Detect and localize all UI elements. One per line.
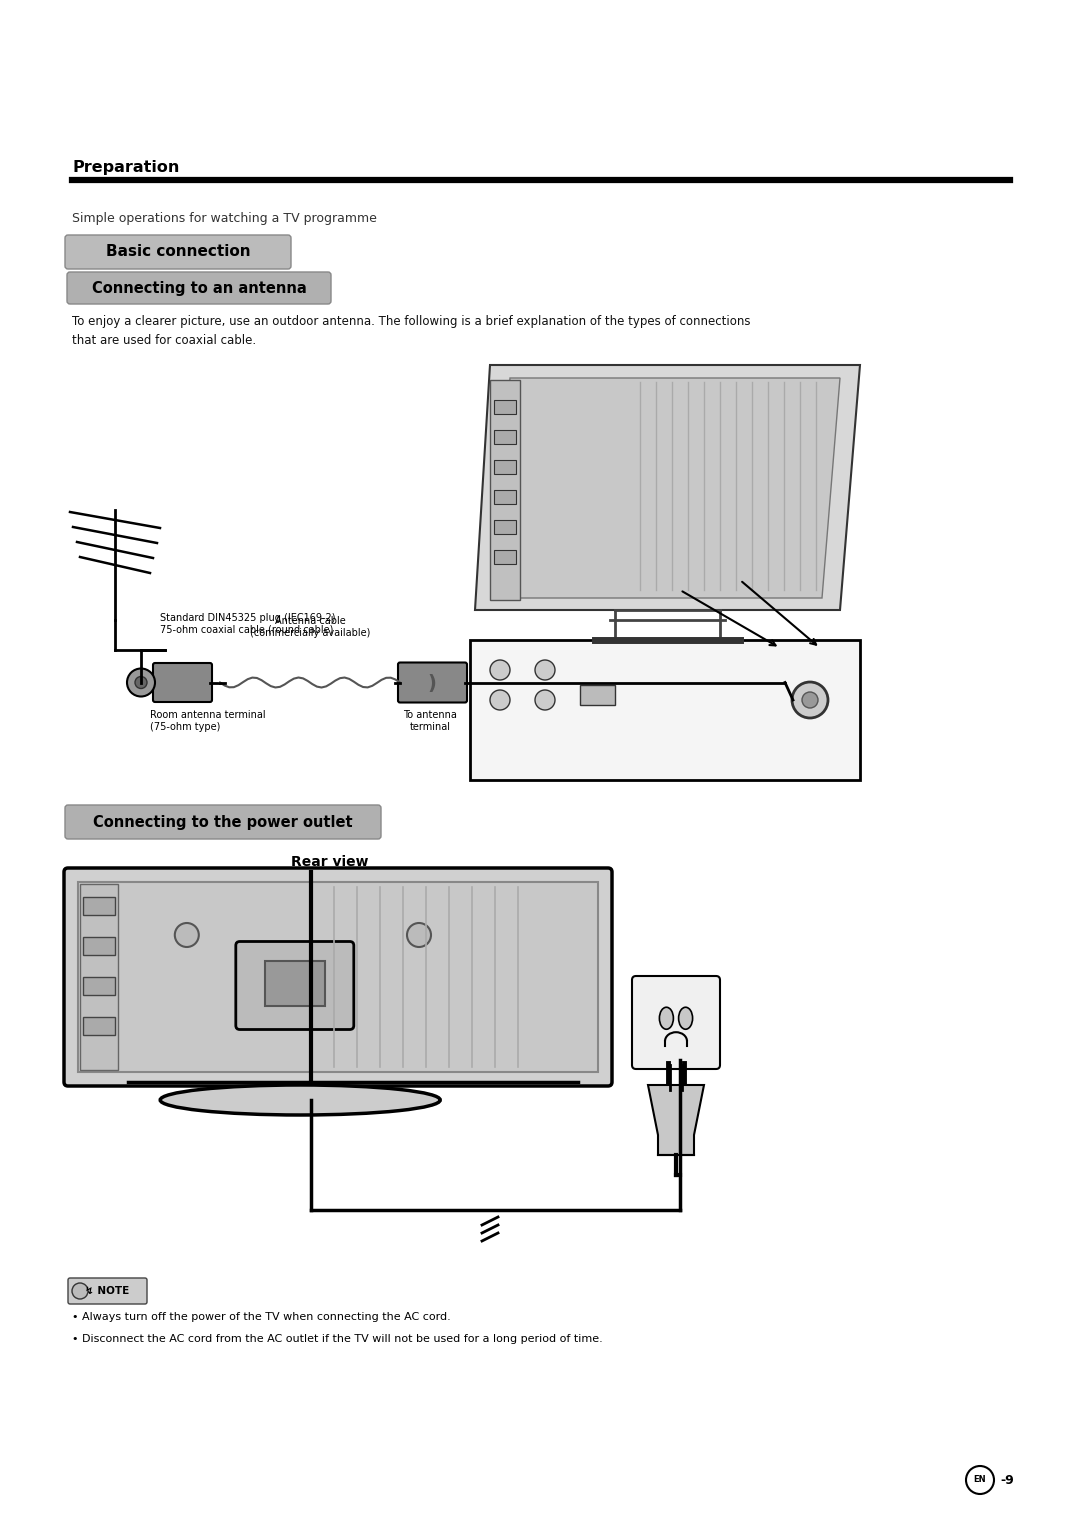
Polygon shape: [475, 365, 860, 610]
Text: Room antenna terminal
(75-ohm type): Room antenna terminal (75-ohm type): [150, 711, 266, 732]
Circle shape: [490, 660, 510, 680]
Bar: [83, 937, 114, 955]
Circle shape: [175, 923, 199, 947]
Circle shape: [490, 691, 510, 711]
Bar: [470, 640, 860, 779]
Bar: [265, 961, 325, 1005]
Circle shape: [802, 692, 818, 707]
Text: To enjoy a clearer picture, use an outdoor antenna. The following is a brief exp: To enjoy a clearer picture, use an outdo…: [72, 315, 751, 347]
FancyBboxPatch shape: [153, 663, 212, 701]
Bar: [83, 1018, 114, 1034]
Text: Standard DIN45325 plug (IEC169-2)
75-ohm coaxial cable (round cable): Standard DIN45325 plug (IEC169-2) 75-ohm…: [160, 613, 336, 636]
Bar: [80, 885, 118, 1070]
Text: Rear view: Rear view: [292, 856, 368, 869]
Ellipse shape: [660, 1007, 674, 1030]
Bar: [494, 490, 516, 504]
Text: EN: EN: [974, 1476, 986, 1485]
Bar: [83, 897, 114, 915]
FancyBboxPatch shape: [64, 868, 612, 1086]
Bar: [83, 976, 114, 995]
FancyBboxPatch shape: [235, 941, 354, 1030]
Circle shape: [127, 669, 156, 697]
Bar: [580, 685, 615, 704]
Text: • Disconnect the AC cord from the AC outlet if the TV will not be used for a lon: • Disconnect the AC cord from the AC out…: [72, 1334, 603, 1345]
Bar: [490, 380, 519, 601]
FancyBboxPatch shape: [65, 805, 381, 839]
Circle shape: [407, 923, 431, 947]
Text: Simple operations for watching a TV programme: Simple operations for watching a TV prog…: [72, 212, 377, 225]
Bar: [494, 550, 516, 564]
Bar: [494, 429, 516, 445]
Text: Antenna cable
(commercially available): Antenna cable (commercially available): [249, 616, 370, 639]
Text: -9: -9: [1000, 1475, 1014, 1487]
Text: ↯ NOTE: ↯ NOTE: [85, 1287, 130, 1296]
Polygon shape: [648, 1085, 704, 1155]
Bar: [78, 882, 598, 1073]
Text: Preparation: Preparation: [72, 160, 179, 176]
Bar: [494, 520, 516, 533]
Polygon shape: [492, 377, 840, 597]
Circle shape: [966, 1465, 994, 1494]
Text: Basic connection: Basic connection: [106, 244, 251, 260]
Text: Connecting to the power outlet: Connecting to the power outlet: [93, 814, 353, 830]
Circle shape: [72, 1284, 87, 1299]
Text: Connecting to an antenna: Connecting to an antenna: [92, 281, 307, 295]
Ellipse shape: [160, 1085, 441, 1115]
FancyBboxPatch shape: [65, 235, 291, 269]
Circle shape: [535, 691, 555, 711]
Bar: [494, 460, 516, 474]
FancyBboxPatch shape: [632, 976, 720, 1070]
FancyBboxPatch shape: [68, 1277, 147, 1303]
Text: ): ): [428, 674, 436, 694]
FancyBboxPatch shape: [67, 272, 330, 304]
Circle shape: [135, 677, 147, 689]
Text: • Always turn off the power of the TV when connecting the AC cord.: • Always turn off the power of the TV wh…: [72, 1313, 450, 1322]
Text: To antenna
terminal: To antenna terminal: [403, 711, 457, 732]
Circle shape: [535, 660, 555, 680]
Circle shape: [792, 681, 828, 718]
FancyBboxPatch shape: [399, 663, 467, 703]
Ellipse shape: [678, 1007, 692, 1030]
Bar: [494, 400, 516, 414]
